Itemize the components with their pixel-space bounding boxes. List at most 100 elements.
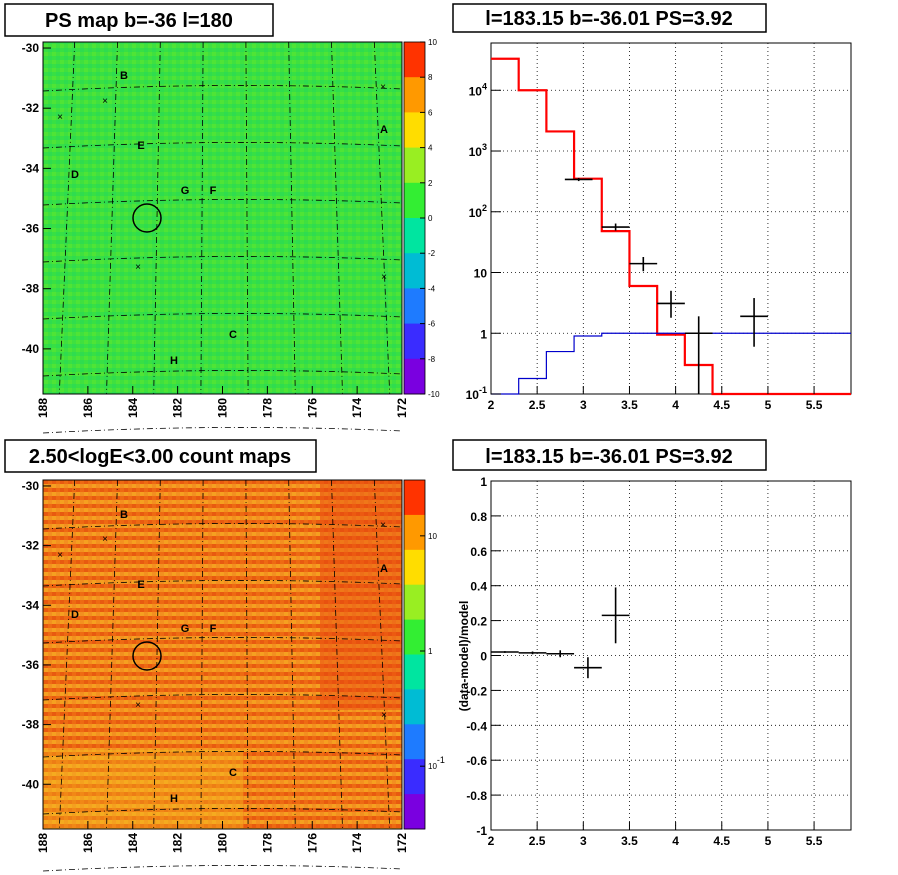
y-tick-label: -0.6 xyxy=(466,754,487,768)
x-tick-label: 182 xyxy=(171,833,185,853)
x-tick-label: 172 xyxy=(395,833,409,853)
source-label: E xyxy=(137,140,144,152)
colorbar-segment xyxy=(404,323,425,360)
x-tick-label: 2 xyxy=(488,398,495,412)
source-label: B xyxy=(120,509,128,521)
colorbar-segment xyxy=(404,77,425,113)
y-tick-label: 103 xyxy=(469,142,487,159)
spectrum-axes: 2 2.5 3 3.5 4 4.5 5 5.5 10-1 1 10 102 103 104 xyxy=(466,81,823,412)
ps-map-source-circle xyxy=(132,203,162,233)
colorbar-tick-label: 8 xyxy=(428,73,433,82)
residual-panel: l=183.15 b=-36.01 PS=3.92 2 2.5 3 3.5 4 4.5 5 5… xyxy=(452,439,852,848)
model-background-histogram xyxy=(491,332,851,395)
ps-map-colorbar: 10 8 6 4 2 0 -2 -4 -6 -8 -10 xyxy=(403,38,440,399)
colorbar-segment xyxy=(404,759,425,795)
source-cross-marker: × xyxy=(380,520,386,531)
source-cross-marker: × xyxy=(135,262,141,273)
x-tick-label: 188 xyxy=(36,833,50,853)
colorbar-tick-label: 4 xyxy=(428,144,433,153)
x-tick-label: 176 xyxy=(305,398,319,418)
source-label: E xyxy=(137,579,144,591)
x-tick-label: 3 xyxy=(580,834,587,848)
y-tick-label: -30 xyxy=(22,479,40,493)
y-tick-label: 0.2 xyxy=(470,615,487,629)
source-label: D xyxy=(71,609,79,621)
colorbar-segment xyxy=(404,689,425,725)
y-tick-label: 0.4 xyxy=(470,580,487,594)
longitude-line xyxy=(288,479,296,830)
x-tick-label: 176 xyxy=(305,833,319,853)
y-tick-label: 1 xyxy=(480,327,487,341)
source-label: A xyxy=(380,124,388,136)
longitude-line xyxy=(373,479,391,830)
x-tick-label: 186 xyxy=(81,398,95,418)
colorbar-segment xyxy=(404,584,425,621)
source-cross-marker: × xyxy=(381,272,387,283)
count-map-coordinate-grid xyxy=(42,479,403,872)
x-tick-label: 5.5 xyxy=(806,834,823,848)
y-tick-label: 10-1 xyxy=(466,385,487,402)
longitude-line xyxy=(58,479,76,830)
source-cross-marker: × xyxy=(102,96,108,107)
spectrum-panel: l=183.15 b=-36.01 PS=3.92 2 2.5 3 3.5 4 4.5 5 5… xyxy=(452,3,852,412)
colorbar-frame xyxy=(403,479,426,830)
x-tick-label: 4 xyxy=(672,398,679,412)
spectrum-title-box xyxy=(452,3,767,33)
count-map-title: 2.50<logE<3.00 count maps xyxy=(29,446,291,468)
y-tick-label: 0.6 xyxy=(470,545,487,559)
source-cross-marker: × xyxy=(381,710,387,721)
x-tick-label: 2 xyxy=(488,834,495,848)
colorbar-tick-label: 0 xyxy=(428,214,433,223)
spectrum-series xyxy=(491,57,851,396)
y-tick-label: -32 xyxy=(22,101,40,115)
y-tick-label: 0.8 xyxy=(470,510,487,524)
source-label: D xyxy=(71,169,79,181)
source-cross-marker: × xyxy=(135,700,141,711)
y-tick-label: 0 xyxy=(480,650,487,664)
count-map-cool-region xyxy=(43,750,243,829)
data-point xyxy=(657,290,685,318)
x-tick-label: 182 xyxy=(171,398,185,418)
ps-map-heatmap xyxy=(43,42,402,394)
spectrum-plot-area xyxy=(490,42,852,395)
y-tick-label: -1 xyxy=(476,824,487,838)
colorbar-tick-label: 6 xyxy=(428,108,433,117)
x-tick-label: 4.5 xyxy=(713,834,730,848)
x-tick-label: 5 xyxy=(765,398,772,412)
y-tick-label: -38 xyxy=(22,718,40,732)
y-tick-label: -34 xyxy=(22,598,40,612)
x-tick-label: 174 xyxy=(350,833,364,853)
source-label: F xyxy=(210,623,217,635)
ps-map-title: PS map b=-36 l=180 xyxy=(45,10,233,32)
source-cross-marker: × xyxy=(57,550,63,561)
source-label: B xyxy=(120,70,128,82)
y-tick-label: -40 xyxy=(22,777,40,791)
data-point xyxy=(601,223,630,231)
y-tick-label: -30 xyxy=(22,41,40,55)
colorbar-segment xyxy=(404,147,425,184)
y-tick-label: -0.2 xyxy=(466,684,487,698)
source-label: F xyxy=(210,185,217,197)
y-tick-label: -38 xyxy=(22,282,40,296)
longitude-line xyxy=(153,479,161,830)
x-tick-label: 2.5 xyxy=(529,398,546,412)
source-cross-marker: × xyxy=(380,82,386,93)
x-tick-label: 172 xyxy=(395,398,409,418)
x-tick-label: 178 xyxy=(260,398,274,418)
longitude-line xyxy=(200,479,204,830)
model-total-histogram xyxy=(491,57,851,396)
data-point xyxy=(564,177,593,182)
source-label: A xyxy=(380,563,388,575)
colorbar-tick-label: 10 xyxy=(428,532,437,541)
colorbar-segment xyxy=(404,549,425,586)
source-label: C xyxy=(229,767,237,779)
source-cross-marker: × xyxy=(57,112,63,123)
y-tick-label: -36 xyxy=(22,658,40,672)
count-map-source-circle xyxy=(132,641,162,671)
colorbar-tick-label: -10 xyxy=(428,390,440,399)
colorbar-tick-label: -2 xyxy=(428,249,436,258)
x-tick-label: 184 xyxy=(126,398,140,418)
ps-map-title-box xyxy=(4,3,274,37)
